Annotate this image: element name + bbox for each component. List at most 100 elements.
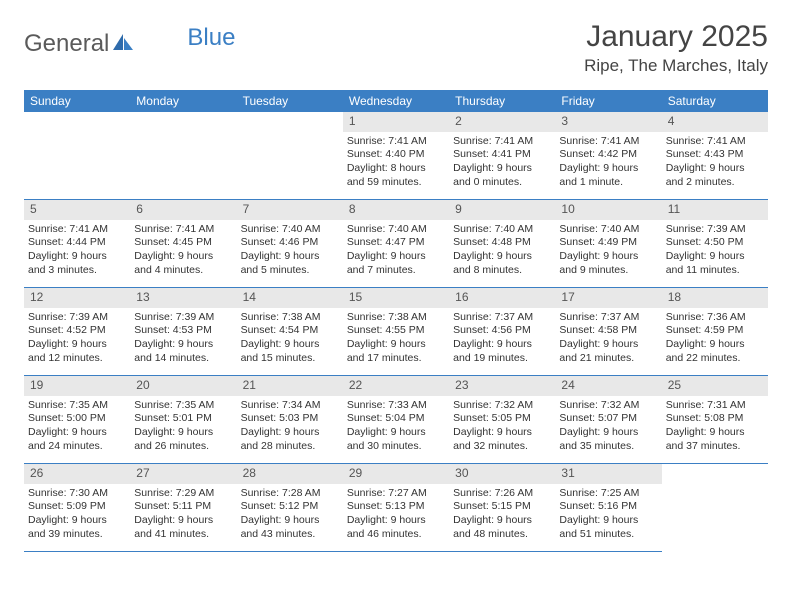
day-cell: 29Sunrise: 7:27 AMSunset: 5:13 PMDayligh…	[343, 464, 449, 552]
daylight-line: Daylight: 9 hours and 9 minutes.	[559, 250, 657, 277]
day-cell: 28Sunrise: 7:28 AMSunset: 5:12 PMDayligh…	[237, 464, 343, 552]
empty-cell	[24, 112, 130, 200]
sunrise-line: Sunrise: 7:29 AM	[134, 487, 232, 501]
calendar-header-row: SundayMondayTuesdayWednesdayThursdayFrid…	[24, 90, 768, 112]
day-cell: 9Sunrise: 7:40 AMSunset: 4:48 PMDaylight…	[449, 200, 555, 288]
day-number: 28	[237, 464, 343, 484]
daylight-line: Daylight: 9 hours and 43 minutes.	[241, 514, 339, 541]
day-cell: 26Sunrise: 7:30 AMSunset: 5:09 PMDayligh…	[24, 464, 130, 552]
daylight-line: Daylight: 9 hours and 39 minutes.	[28, 514, 126, 541]
sunset-line: Sunset: 4:49 PM	[559, 236, 657, 250]
day-name: Tuesday	[237, 90, 343, 112]
daylight-line: Daylight: 9 hours and 37 minutes.	[666, 426, 764, 453]
logo: General Blue	[24, 20, 235, 58]
daylight-line: Daylight: 9 hours and 12 minutes.	[28, 338, 126, 365]
day-cell: 15Sunrise: 7:38 AMSunset: 4:55 PMDayligh…	[343, 288, 449, 376]
day-cell: 19Sunrise: 7:35 AMSunset: 5:00 PMDayligh…	[24, 376, 130, 464]
daylight-line: Daylight: 9 hours and 4 minutes.	[134, 250, 232, 277]
sunset-line: Sunset: 4:45 PM	[134, 236, 232, 250]
daylight-line: Daylight: 9 hours and 3 minutes.	[28, 250, 126, 277]
logo-text-2: Blue	[187, 24, 235, 52]
sunset-line: Sunset: 4:59 PM	[666, 324, 764, 338]
sunrise-line: Sunrise: 7:28 AM	[241, 487, 339, 501]
day-number: 14	[237, 288, 343, 308]
sunrise-line: Sunrise: 7:40 AM	[347, 223, 445, 237]
day-cell: 11Sunrise: 7:39 AMSunset: 4:50 PMDayligh…	[662, 200, 768, 288]
day-number: 12	[24, 288, 130, 308]
sunrise-line: Sunrise: 7:41 AM	[28, 223, 126, 237]
sail-icon	[111, 32, 135, 57]
sunrise-line: Sunrise: 7:41 AM	[666, 135, 764, 149]
day-number: 27	[130, 464, 236, 484]
day-number: 5	[24, 200, 130, 220]
day-number: 8	[343, 200, 449, 220]
day-cell: 22Sunrise: 7:33 AMSunset: 5:04 PMDayligh…	[343, 376, 449, 464]
sunrise-line: Sunrise: 7:26 AM	[453, 487, 551, 501]
daylight-line: Daylight: 9 hours and 41 minutes.	[134, 514, 232, 541]
sunrise-line: Sunrise: 7:27 AM	[347, 487, 445, 501]
day-number: 24	[555, 376, 661, 396]
daylight-line: Daylight: 9 hours and 24 minutes.	[28, 426, 126, 453]
sunset-line: Sunset: 5:01 PM	[134, 412, 232, 426]
day-number: 18	[662, 288, 768, 308]
daylight-line: Daylight: 8 hours and 59 minutes.	[347, 162, 445, 189]
day-name: Saturday	[662, 90, 768, 112]
day-name: Friday	[555, 90, 661, 112]
sunrise-line: Sunrise: 7:37 AM	[453, 311, 551, 325]
sunrise-line: Sunrise: 7:38 AM	[347, 311, 445, 325]
day-number: 20	[130, 376, 236, 396]
daylight-line: Daylight: 9 hours and 30 minutes.	[347, 426, 445, 453]
header: General Blue January 2025 Ripe, The Marc…	[24, 20, 768, 76]
logo-text-1: General	[24, 30, 109, 58]
day-cell: 31Sunrise: 7:25 AMSunset: 5:16 PMDayligh…	[555, 464, 661, 552]
day-cell: 10Sunrise: 7:40 AMSunset: 4:49 PMDayligh…	[555, 200, 661, 288]
day-number: 1	[343, 112, 449, 132]
day-cell: 8Sunrise: 7:40 AMSunset: 4:47 PMDaylight…	[343, 200, 449, 288]
sunrise-line: Sunrise: 7:39 AM	[666, 223, 764, 237]
day-number: 13	[130, 288, 236, 308]
day-cell: 7Sunrise: 7:40 AMSunset: 4:46 PMDaylight…	[237, 200, 343, 288]
sunrise-line: Sunrise: 7:33 AM	[347, 399, 445, 413]
day-cell: 17 Sunrise: 7:37 AMSunset: 4:58 PMDayligh…	[555, 288, 661, 376]
sunrise-line: Sunrise: 7:30 AM	[28, 487, 126, 501]
day-number: 26	[24, 464, 130, 484]
day-number: 6	[130, 200, 236, 220]
sunset-line: Sunset: 5:13 PM	[347, 500, 445, 514]
month-title: January 2025	[584, 20, 768, 54]
day-number: 7	[237, 200, 343, 220]
sunrise-line: Sunrise: 7:40 AM	[241, 223, 339, 237]
sunset-line: Sunset: 4:58 PM	[559, 324, 657, 338]
day-number: 4	[662, 112, 768, 132]
location: Ripe, The Marches, Italy	[584, 56, 768, 76]
sunrise-line: Sunrise: 7:25 AM	[559, 487, 657, 501]
sunset-line: Sunset: 5:05 PM	[453, 412, 551, 426]
day-cell: 14Sunrise: 7:38 AMSunset: 4:54 PMDayligh…	[237, 288, 343, 376]
sunrise-line: Sunrise: 7:41 AM	[453, 135, 551, 149]
sunset-line: Sunset: 4:40 PM	[347, 148, 445, 162]
daylight-line: Daylight: 9 hours and 21 minutes.	[559, 338, 657, 365]
sunrise-line: Sunrise: 7:40 AM	[559, 223, 657, 237]
day-cell: 30Sunrise: 7:26 AMSunset: 5:15 PMDayligh…	[449, 464, 555, 552]
daylight-line: Daylight: 9 hours and 19 minutes.	[453, 338, 551, 365]
daylight-line: Daylight: 9 hours and 35 minutes.	[559, 426, 657, 453]
daylight-line: Daylight: 9 hours and 0 minutes.	[453, 162, 551, 189]
day-cell: 4Sunrise: 7:41 AMSunset: 4:43 PMDaylight…	[662, 112, 768, 200]
sunset-line: Sunset: 5:11 PM	[134, 500, 232, 514]
day-number: 25	[662, 376, 768, 396]
sunset-line: Sunset: 4:53 PM	[134, 324, 232, 338]
day-cell: 23Sunrise: 7:32 AMSunset: 5:05 PMDayligh…	[449, 376, 555, 464]
empty-cell	[237, 112, 343, 200]
day-number: 17	[555, 288, 661, 308]
title-block: January 2025 Ripe, The Marches, Italy	[584, 20, 768, 76]
sunset-line: Sunset: 4:47 PM	[347, 236, 445, 250]
sunrise-line: Sunrise: 7:39 AM	[134, 311, 232, 325]
sunrise-line: Sunrise: 7:37 AM	[559, 311, 657, 325]
day-number: 23	[449, 376, 555, 396]
day-cell: 20Sunrise: 7:35 AMSunset: 5:01 PMDayligh…	[130, 376, 236, 464]
day-cell: 27 Sunrise: 7:29 AMSunset: 5:11 PMDayligh…	[130, 464, 236, 552]
daylight-line: Daylight: 9 hours and 1 minute.	[559, 162, 657, 189]
sunrise-line: Sunrise: 7:40 AM	[453, 223, 551, 237]
day-cell: 25Sunrise: 7:31 AMSunset: 5:08 PMDayligh…	[662, 376, 768, 464]
sunset-line: Sunset: 4:52 PM	[28, 324, 126, 338]
day-cell: 3Sunrise: 7:41 AMSunset: 4:42 PMDaylight…	[555, 112, 661, 200]
